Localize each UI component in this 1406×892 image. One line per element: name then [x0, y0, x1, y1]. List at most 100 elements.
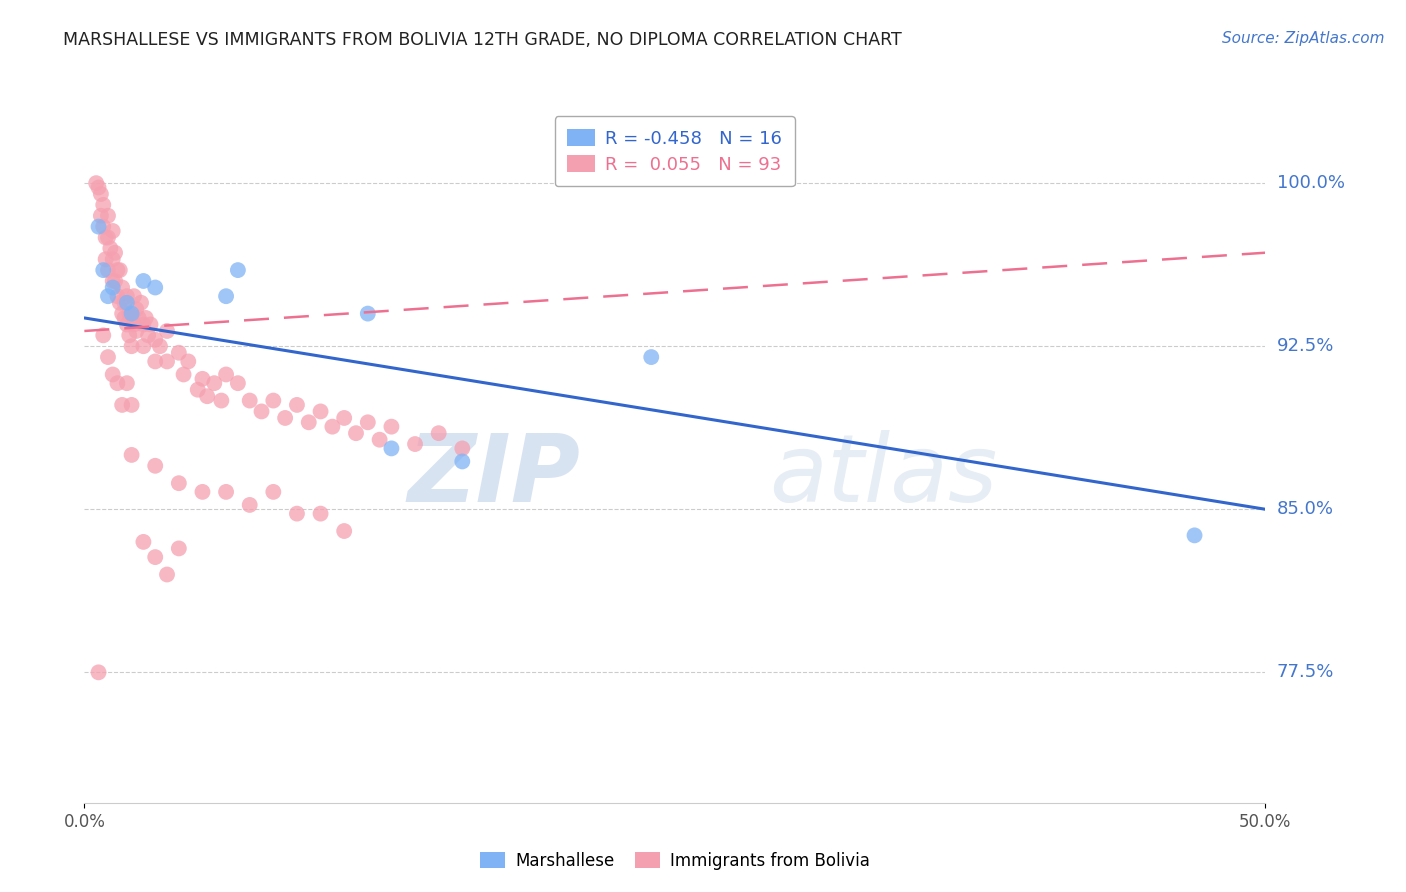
Point [104, 274, 127, 288]
Point [250, 404, 273, 418]
Point [139, 318, 162, 332]
Point [132, 274, 155, 288]
Point [451, 454, 474, 468]
Point [121, 339, 143, 353]
Point [226, 263, 249, 277]
Point [427, 426, 450, 441]
Point [202, 376, 225, 391]
Point [84, 176, 107, 190]
Point [101, 368, 124, 382]
Point [380, 419, 402, 434]
Point [173, 368, 195, 382]
Point [195, 389, 218, 403]
Legend: Marshallese, Immigrants from Bolivia: Marshallese, Immigrants from Bolivia [472, 843, 877, 878]
Text: 85.0%: 85.0% [1277, 500, 1333, 518]
Point [262, 393, 284, 408]
Point [90, 186, 112, 201]
Point [309, 507, 332, 521]
Point [122, 289, 145, 303]
Point [125, 302, 148, 317]
Point [115, 376, 138, 391]
Point [143, 333, 166, 347]
Point [111, 398, 134, 412]
Point [1184, 528, 1206, 542]
Point [111, 307, 134, 321]
Point [191, 372, 214, 386]
Text: atlas: atlas [769, 430, 998, 521]
Point [285, 398, 308, 412]
Point [97, 289, 120, 303]
Point [215, 289, 238, 303]
Point [274, 411, 297, 425]
Point [97, 209, 120, 223]
Point [143, 550, 166, 565]
Text: 100.0%: 100.0% [1277, 174, 1344, 192]
Point [91, 328, 114, 343]
Point [357, 415, 380, 429]
Point [143, 280, 166, 294]
Point [333, 524, 356, 538]
Point [239, 393, 262, 408]
Point [167, 345, 190, 359]
Point [97, 230, 120, 244]
Point [285, 507, 308, 521]
Point [309, 404, 332, 418]
Point [156, 567, 179, 582]
Point [114, 295, 136, 310]
Text: 77.5%: 77.5% [1277, 664, 1334, 681]
Point [115, 289, 138, 303]
Point [209, 393, 232, 408]
Point [97, 350, 120, 364]
Point [118, 328, 141, 343]
Point [121, 310, 143, 325]
Point [344, 426, 367, 441]
Point [239, 498, 262, 512]
Text: ZIP: ZIP [408, 430, 581, 522]
Text: Source: ZipAtlas.com: Source: ZipAtlas.com [1222, 31, 1385, 46]
Point [121, 307, 143, 321]
Point [115, 295, 138, 310]
Point [640, 350, 662, 364]
Point [143, 354, 166, 368]
Point [98, 241, 121, 255]
Point [156, 324, 179, 338]
Point [125, 324, 148, 338]
Point [91, 263, 114, 277]
Point [107, 376, 129, 391]
Point [226, 376, 249, 391]
Point [94, 230, 117, 244]
Point [368, 433, 391, 447]
Point [107, 263, 129, 277]
Point [121, 398, 143, 412]
Point [451, 442, 474, 456]
Point [115, 318, 138, 332]
Point [107, 289, 129, 303]
Point [262, 484, 284, 499]
Point [298, 415, 321, 429]
Point [101, 224, 124, 238]
Point [97, 263, 120, 277]
Point [101, 274, 124, 288]
Point [91, 198, 114, 212]
Point [118, 307, 141, 321]
Point [136, 328, 159, 343]
Point [187, 383, 209, 397]
Point [191, 484, 214, 499]
Point [321, 419, 343, 434]
Point [129, 295, 152, 310]
Point [132, 318, 155, 332]
Text: MARSHALLESE VS IMMIGRANTS FROM BOLIVIA 12TH GRADE, NO DIPLOMA CORRELATION CHART: MARSHALLESE VS IMMIGRANTS FROM BOLIVIA 1… [63, 31, 903, 49]
Point [404, 437, 426, 451]
Point [121, 448, 143, 462]
Point [87, 219, 110, 234]
Point [108, 295, 131, 310]
Point [94, 252, 117, 267]
Point [156, 354, 179, 368]
Point [167, 541, 190, 556]
Point [87, 180, 110, 194]
Point [101, 280, 124, 294]
Point [177, 354, 200, 368]
Point [90, 209, 112, 223]
Point [143, 458, 166, 473]
Point [91, 219, 114, 234]
